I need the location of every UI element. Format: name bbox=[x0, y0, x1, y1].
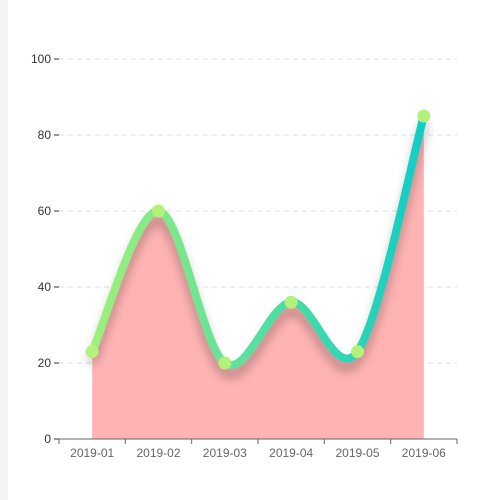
x-tick-label-2019-04: 2019-04 bbox=[269, 446, 313, 460]
data-point-2019-03 bbox=[218, 356, 232, 370]
data-point-2019-04 bbox=[284, 295, 298, 309]
series-line bbox=[88, 112, 428, 369]
y-tick-label-0: 0 bbox=[44, 432, 51, 446]
left-panel-strip bbox=[0, 0, 8, 500]
line-layer bbox=[88, 112, 428, 369]
x-tick-label-2019-02: 2019-02 bbox=[136, 446, 180, 460]
area-layer bbox=[92, 116, 424, 439]
x-tick-label-2019-06: 2019-06 bbox=[402, 446, 446, 460]
axes bbox=[54, 58, 458, 444]
data-point-2019-01 bbox=[85, 345, 99, 359]
series-area bbox=[92, 116, 424, 439]
x-tick-label-2019-05: 2019-05 bbox=[335, 446, 379, 460]
data-point-2019-06 bbox=[417, 109, 431, 123]
y-tick-label-60: 60 bbox=[38, 204, 52, 218]
y-tick-label-80: 80 bbox=[38, 128, 52, 142]
y-tick-label-40: 40 bbox=[38, 280, 52, 294]
x-tick-label-2019-01: 2019-01 bbox=[70, 446, 114, 460]
data-point-2019-05 bbox=[351, 345, 364, 359]
y-tick-label-100: 100 bbox=[31, 52, 51, 66]
x-tick-label-2019-03: 2019-03 bbox=[203, 446, 247, 460]
tick-labels: 0 20 40 60 80 100 2019-01 2019-02 2019-03 2019-04… bbox=[31, 52, 446, 460]
data-point-2019-02 bbox=[152, 204, 165, 218]
y-tick-label-20: 20 bbox=[38, 356, 52, 370]
data-points bbox=[85, 109, 431, 370]
